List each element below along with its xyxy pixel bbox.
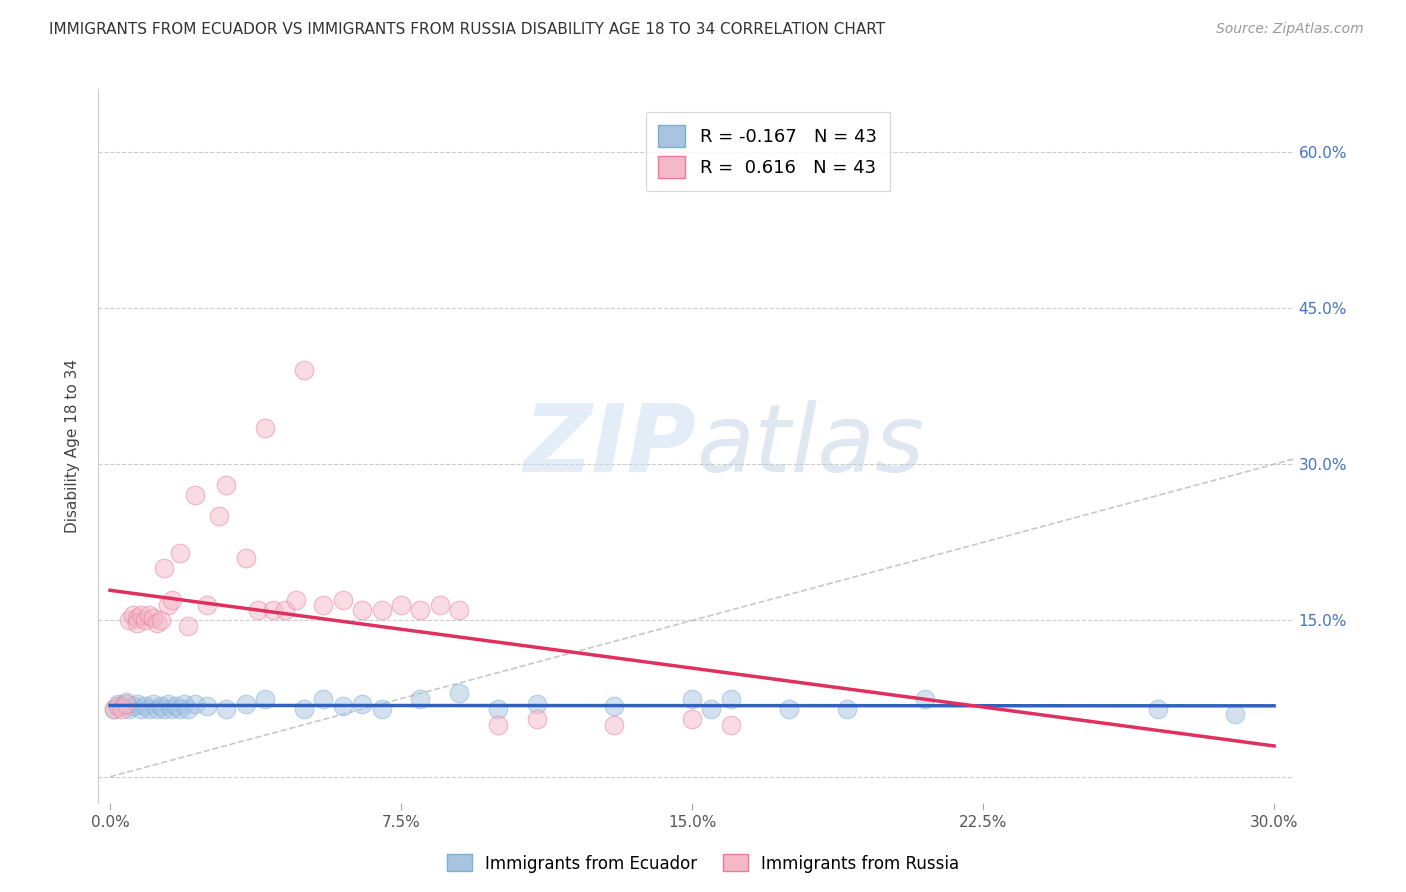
Point [176,702,198,716]
Point [720,717,742,731]
Point [138,702,160,716]
Point [215,478,238,492]
Text: atlas: atlas [696,401,924,491]
Point [153,702,176,716]
Point [118,702,141,716]
Point [111,702,134,716]
Point [176,618,198,632]
Point [370,702,392,716]
Point [254,691,277,706]
Point [127,611,149,625]
Point [129,702,152,716]
Point [778,702,800,716]
Point [169,546,191,560]
Point [292,363,315,377]
Point [107,697,129,711]
Point [195,698,218,713]
Point [145,702,167,716]
Point [122,608,145,623]
Point [235,551,257,566]
Point [603,717,626,731]
Point [292,702,315,716]
Point [157,697,180,711]
Point [184,697,207,711]
Point [142,611,165,625]
Point [195,598,218,612]
Point [127,697,149,711]
Point [273,603,295,617]
Point [165,698,187,713]
Point [262,603,284,617]
Point [184,488,207,502]
Point [1225,707,1247,722]
Point [486,702,509,716]
Point [720,691,742,706]
Text: ZIP: ZIP [523,400,696,492]
Point [837,702,859,716]
Point [157,598,180,612]
Point [134,614,156,628]
Point [235,697,257,711]
Text: IMMIGRANTS FROM ECUADOR VS IMMIGRANTS FROM RUSSIA DISABILITY AGE 18 TO 34 CORREL: IMMIGRANTS FROM ECUADOR VS IMMIGRANTS FR… [49,22,886,37]
Point [160,702,183,716]
Point [122,698,145,713]
Legend: Immigrants from Ecuador, Immigrants from Russia: Immigrants from Ecuador, Immigrants from… [440,847,966,880]
Point [127,615,149,630]
Point [332,698,354,713]
Point [352,697,374,711]
Point [215,702,238,716]
Point [409,691,432,706]
Point [103,702,125,716]
Point [153,561,176,575]
Point [486,717,509,731]
Point [389,598,412,612]
Point [254,421,277,435]
Point [332,592,354,607]
Point [285,592,308,607]
Point [409,603,432,617]
Point [145,615,167,630]
Point [681,691,703,706]
Point [1146,702,1168,716]
Point [114,697,136,711]
Point [526,713,548,727]
Text: Source: ZipAtlas.com: Source: ZipAtlas.com [1216,22,1364,37]
Point [312,598,335,612]
Point [449,603,471,617]
Point [312,691,335,706]
Point [107,698,129,713]
Point [449,686,471,700]
Point [118,614,141,628]
Point [114,695,136,709]
Point [681,713,703,727]
Point [138,608,160,623]
Point [370,603,392,617]
Point [914,691,936,706]
Point [246,603,269,617]
Y-axis label: Disability Age 18 to 34: Disability Age 18 to 34 [65,359,80,533]
Point [169,702,191,716]
Point [208,509,231,524]
Point [603,698,626,713]
Legend: R = -0.167   N = 43, R =  0.616   N = 43: R = -0.167 N = 43, R = 0.616 N = 43 [645,112,890,191]
Point [352,603,374,617]
Point [700,702,723,716]
Point [129,608,152,623]
Point [160,592,183,607]
Point [142,697,165,711]
Point [149,614,172,628]
Point [134,698,156,713]
Point [111,698,134,713]
Point [103,702,125,716]
Point [149,698,172,713]
Point [173,697,195,711]
Point [526,697,548,711]
Point [429,598,451,612]
